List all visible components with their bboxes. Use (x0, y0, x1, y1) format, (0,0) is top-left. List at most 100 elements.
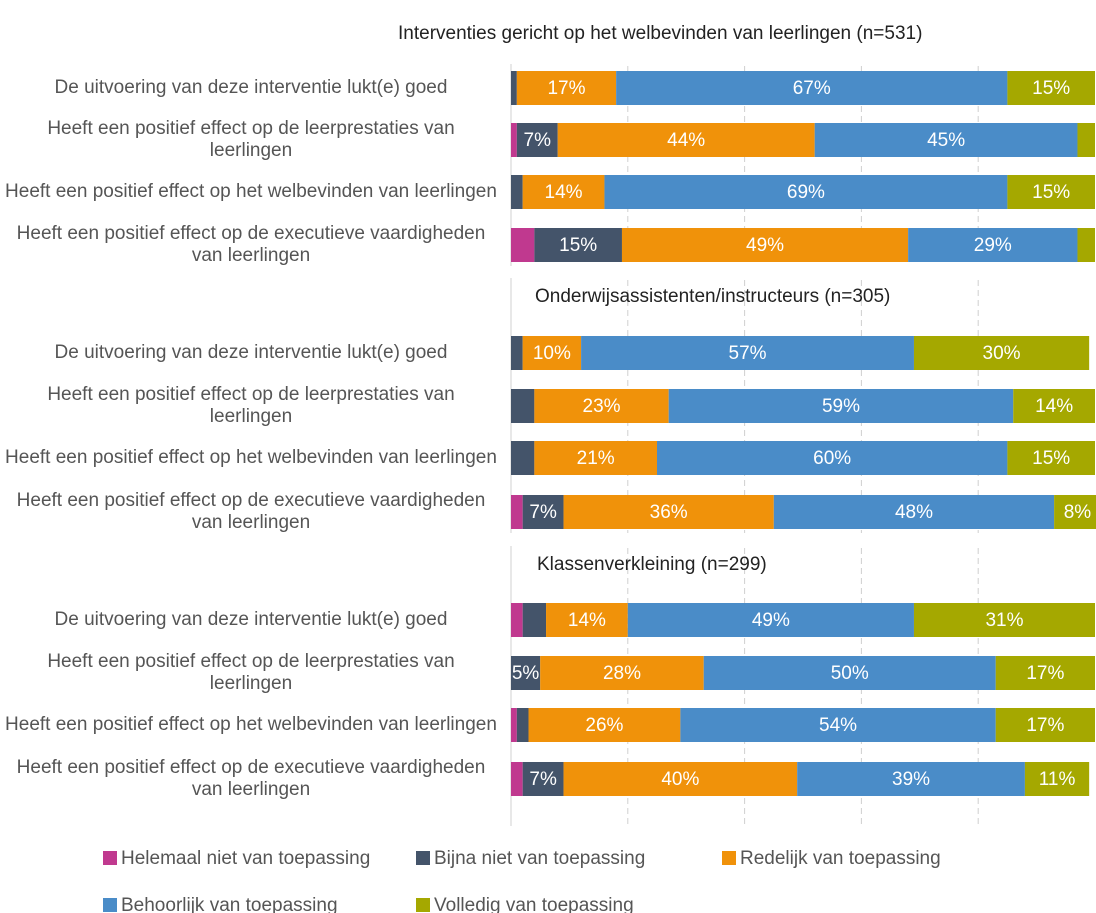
bar-segment (511, 603, 523, 637)
bar-segment (528, 708, 681, 742)
bar-segment (511, 389, 535, 423)
bar-segment (522, 175, 605, 209)
legend-label: Redelijk van toepassing (740, 848, 941, 869)
category-label: Heeft een positief effect op het welbevi… (5, 447, 497, 468)
data-label: 44% (667, 130, 705, 151)
data-label: 17% (1026, 663, 1064, 684)
legend-swatch (416, 851, 430, 865)
data-label: 39% (892, 769, 930, 790)
bar-segment (581, 336, 914, 370)
bar-segment (511, 336, 523, 370)
bar-segment (563, 495, 774, 529)
bar-segment (516, 708, 529, 742)
category-label: Heeft een positief effect op de leerpres… (47, 651, 455, 694)
bar-segment (534, 389, 669, 423)
data-label: 15% (559, 235, 597, 256)
legend-label: Behoorlijk van toepassing (121, 895, 338, 913)
category-label: Heeft een positief effect op het welbevi… (5, 714, 497, 735)
data-label: 54% (819, 715, 857, 736)
bar-segment (1077, 228, 1095, 262)
legend-label: Bijna niet van toepassing (434, 848, 645, 869)
bar-segment (516, 71, 617, 105)
data-label: 15% (1032, 448, 1070, 469)
data-label: 48% (895, 502, 933, 523)
bar-segment (1007, 71, 1095, 105)
bar-segment (534, 228, 622, 262)
category-label: Heeft een positief effect op de executie… (16, 223, 486, 266)
data-label: 17% (1026, 715, 1064, 736)
data-label: 59% (822, 396, 860, 417)
bar-segment (995, 708, 1095, 742)
data-label: 15% (1032, 78, 1070, 99)
bar-segment (546, 603, 628, 637)
bar-segment (511, 441, 535, 475)
bar-segment (1077, 123, 1095, 157)
legend-swatch (103, 851, 117, 865)
bar-segment (522, 336, 582, 370)
data-label: 31% (985, 610, 1023, 631)
data-label: 14% (1035, 396, 1073, 417)
data-label: 17% (547, 78, 585, 99)
data-label: 29% (974, 235, 1012, 256)
category-label: Heeft een positief effect op de leerpres… (47, 384, 455, 427)
bar-segment (797, 762, 1025, 796)
legend-swatch (103, 898, 117, 912)
bar-segment (814, 123, 1078, 157)
bar-segment (680, 708, 996, 742)
bar-segment (511, 123, 517, 157)
data-label: 49% (752, 610, 790, 631)
bar-segment (621, 228, 909, 262)
bar-segment (1024, 762, 1090, 796)
data-label: 23% (583, 396, 621, 417)
legend-label: Helemaal niet van toepassing (121, 848, 370, 869)
group-title: Onderwijsassistenten/instructeurs (n=305… (535, 286, 890, 307)
data-label: 67% (793, 78, 831, 99)
bar-segment (657, 441, 1008, 475)
bar-segment (1007, 441, 1095, 475)
bar-segment (908, 228, 1078, 262)
bar-segment (522, 495, 564, 529)
data-label: 57% (729, 343, 767, 364)
legend-swatch (416, 898, 430, 912)
data-label: 40% (661, 769, 699, 790)
category-label: Heeft een positief effect op de executie… (16, 490, 486, 533)
bar-segment (534, 441, 657, 475)
data-label: 7% (524, 130, 552, 151)
data-label: 36% (650, 502, 688, 523)
bar-segment (511, 71, 517, 105)
data-label: 5% (512, 663, 540, 684)
bar-segment (516, 123, 558, 157)
legend-swatch (722, 851, 736, 865)
data-label: 60% (813, 448, 851, 469)
bar-segment (511, 656, 541, 690)
group-title: Klassenverkleining (n=299) (537, 554, 767, 575)
bar-segment (511, 708, 517, 742)
bar-segment (511, 228, 535, 262)
data-label: 8% (1064, 502, 1092, 523)
bar-segment (522, 762, 564, 796)
data-label: 26% (585, 715, 623, 736)
category-label: Heeft een positief effect op de executie… (16, 757, 486, 800)
data-label: 30% (983, 343, 1021, 364)
data-label: 11% (1039, 769, 1076, 790)
data-label: 14% (568, 610, 606, 631)
data-label: 15% (1032, 182, 1070, 203)
data-label: 50% (831, 663, 869, 684)
data-label: 10% (533, 343, 571, 364)
data-label: 14% (545, 182, 583, 203)
category-label: Heeft een positief effect op de leerpres… (47, 118, 455, 161)
legend-label: Volledig van toepassing (434, 895, 634, 913)
category-label: De uitvoering van deze interventie lukt(… (54, 342, 448, 363)
bar-segment (616, 71, 1008, 105)
bar-segment (511, 495, 523, 529)
bar-segment (557, 123, 815, 157)
data-label: 45% (927, 130, 965, 151)
category-label: De uitvoering van deze interventie lukt(… (54, 77, 448, 98)
bar-segment (995, 656, 1095, 690)
bar-segment (511, 762, 523, 796)
bar-segment (563, 762, 798, 796)
bar-segment (522, 603, 547, 637)
category-label: De uitvoering van deze interventie lukt(… (54, 609, 448, 630)
data-label: 69% (787, 182, 825, 203)
